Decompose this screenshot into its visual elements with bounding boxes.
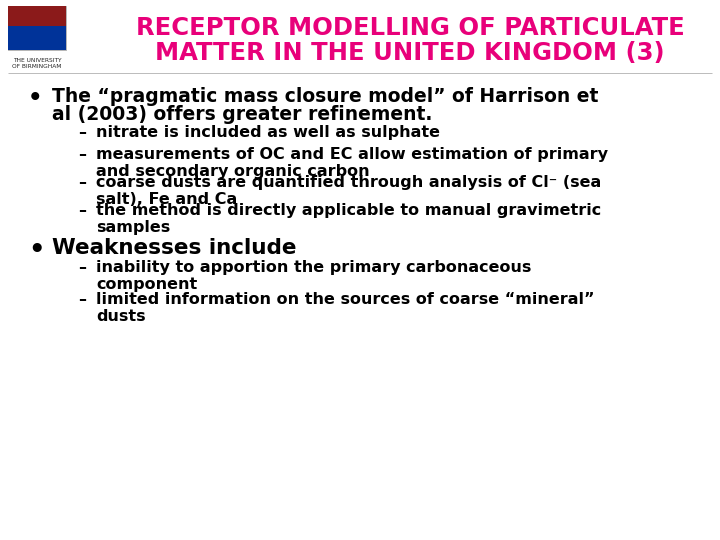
Text: limited information on the sources of coarse “mineral”: limited information on the sources of co… [96, 292, 595, 307]
Text: salt), Fe and Ca: salt), Fe and Ca [96, 192, 238, 207]
Text: –: – [78, 260, 86, 275]
FancyBboxPatch shape [8, 26, 66, 50]
Text: dusts: dusts [96, 309, 145, 324]
Text: al (2003) offers greater refinement.: al (2003) offers greater refinement. [52, 105, 433, 124]
Text: samples: samples [96, 220, 170, 235]
Text: –: – [78, 203, 86, 218]
Text: –: – [78, 292, 86, 307]
Text: •: • [28, 238, 45, 264]
Text: –: – [78, 125, 86, 140]
Text: THE UNIVERSITY: THE UNIVERSITY [13, 58, 61, 63]
Text: nitrate is included as well as sulphate: nitrate is included as well as sulphate [96, 125, 440, 140]
Text: component: component [96, 277, 197, 292]
Text: •: • [28, 87, 42, 110]
Text: the method is directly applicable to manual gravimetric: the method is directly applicable to man… [96, 203, 601, 218]
Text: Weaknesses include: Weaknesses include [52, 238, 297, 258]
FancyBboxPatch shape [8, 6, 66, 26]
Text: inability to apportion the primary carbonaceous: inability to apportion the primary carbo… [96, 260, 531, 275]
FancyBboxPatch shape [8, 6, 66, 50]
Text: MATTER IN THE UNITED KINGDOM (3): MATTER IN THE UNITED KINGDOM (3) [156, 41, 665, 65]
Text: measurements of OC and EC allow estimation of primary: measurements of OC and EC allow estimati… [96, 147, 608, 162]
Text: –: – [78, 175, 86, 190]
Text: –: – [78, 147, 86, 162]
Text: and secondary organic carbon: and secondary organic carbon [96, 164, 369, 179]
Text: The “pragmatic mass closure model” of Harrison et: The “pragmatic mass closure model” of Ha… [52, 87, 598, 106]
Text: RECEPTOR MODELLING OF PARTICULATE: RECEPTOR MODELLING OF PARTICULATE [135, 16, 685, 40]
Text: OF BIRMINGHAM: OF BIRMINGHAM [12, 64, 62, 69]
Text: coarse dusts are quantified through analysis of Cl⁻ (sea: coarse dusts are quantified through anal… [96, 175, 601, 190]
